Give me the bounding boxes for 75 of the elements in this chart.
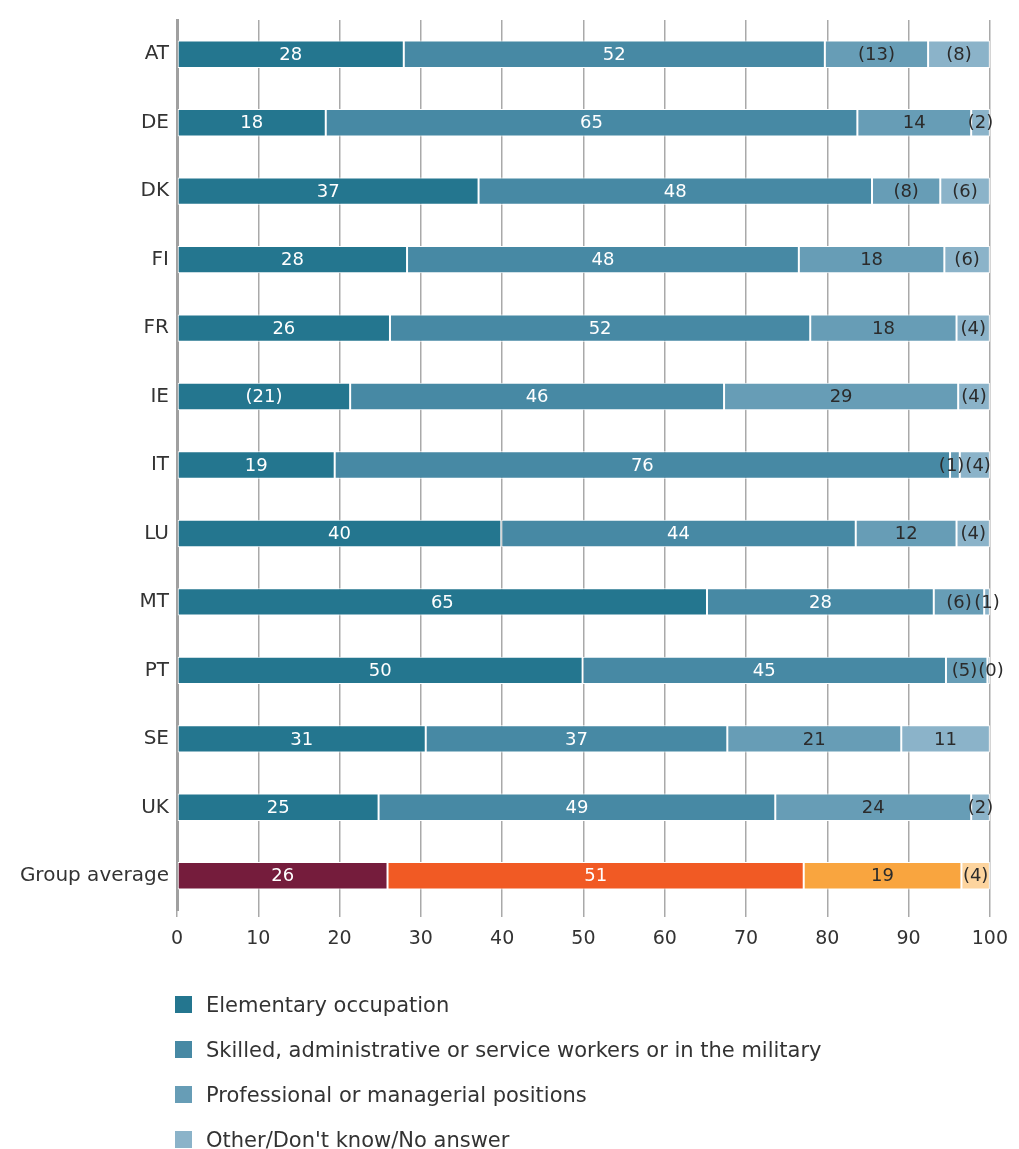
data-label: 45 xyxy=(752,659,776,681)
data-label: 18 xyxy=(860,248,884,270)
data-label: (13) xyxy=(858,42,895,64)
data-label: 19 xyxy=(244,453,268,475)
y-tick-label: DE xyxy=(140,108,169,133)
data-label: (21) xyxy=(245,385,283,407)
data-label: 40 xyxy=(328,522,351,544)
y-tick-label: MT xyxy=(139,588,170,613)
data-label: 28 xyxy=(280,248,304,270)
x-tick-label: 70 xyxy=(733,926,759,949)
data-label: (4) xyxy=(960,522,986,544)
data-label: 11 xyxy=(934,727,958,749)
data-label: 25 xyxy=(266,795,290,817)
legend-label: Skilled, administrative or service workers or in the military xyxy=(206,1037,822,1062)
x-tick-label: 30 xyxy=(408,926,433,949)
data-label: 50 xyxy=(368,659,392,681)
y-tick-label: Group average xyxy=(19,861,169,886)
y-tick-label: UK xyxy=(141,793,170,818)
y-tick-label: FI xyxy=(151,245,169,270)
data-label: 46 xyxy=(525,385,549,407)
y-tick-label: IT xyxy=(150,451,170,476)
data-label: 52 xyxy=(588,316,612,338)
data-label: (4) xyxy=(961,385,987,407)
x-tick-label: 90 xyxy=(896,926,921,949)
data-label: 65 xyxy=(580,111,604,133)
x-tick-label: 40 xyxy=(490,926,515,949)
data-label: 37 xyxy=(565,727,588,749)
data-label: (8) xyxy=(893,179,919,201)
data-label: 51 xyxy=(584,864,608,886)
x-tick-label: 60 xyxy=(652,926,677,949)
data-label: (4) xyxy=(962,864,989,886)
x-tick-label: 0 xyxy=(170,926,184,949)
data-label: 28 xyxy=(808,590,832,612)
y-tick-label: AT xyxy=(144,40,170,65)
x-tick-label: 50 xyxy=(571,926,596,949)
data-label: (6) xyxy=(946,590,972,612)
data-label: 12 xyxy=(894,522,918,544)
data-label: 65 xyxy=(430,590,454,612)
data-label: (1) xyxy=(974,590,1000,612)
data-label: 14 xyxy=(902,111,926,133)
data-label: 19 xyxy=(871,864,895,886)
data-label: (5) xyxy=(951,659,978,681)
y-tick-label: DK xyxy=(140,177,170,202)
legend-label: Professional or managerial positions xyxy=(206,1082,587,1107)
y-tick-label: IE xyxy=(150,382,169,407)
data-label: 31 xyxy=(290,727,314,749)
x-tick-label: 80 xyxy=(815,926,840,949)
y-tick-label: LU xyxy=(144,519,169,544)
data-label: 29 xyxy=(829,385,853,407)
y-tick-label: PT xyxy=(144,656,170,681)
data-label: 18 xyxy=(240,111,264,133)
data-label: 37 xyxy=(316,179,340,201)
data-label: 21 xyxy=(802,727,826,749)
data-label: 49 xyxy=(565,795,589,817)
data-label: (6) xyxy=(952,179,978,201)
data-label: 24 xyxy=(861,795,885,817)
data-label: 28 xyxy=(279,42,303,64)
data-label: 52 xyxy=(602,42,626,64)
data-label: 18 xyxy=(871,316,895,338)
data-label: 44 xyxy=(667,522,690,544)
data-label: (8) xyxy=(946,42,972,64)
legend-label: Other/Don't know/No answer xyxy=(206,1127,510,1149)
y-tick-label: SE xyxy=(143,725,169,750)
x-tick-label: 20 xyxy=(327,926,352,949)
data-label: 48 xyxy=(591,248,615,270)
data-label: (4) xyxy=(960,316,986,338)
data-label: 76 xyxy=(630,453,654,475)
data-label: (6) xyxy=(954,248,980,270)
y-tick-label: FR xyxy=(143,314,170,339)
data-label: 26 xyxy=(271,864,295,886)
data-label: 48 xyxy=(663,179,687,201)
data-label: 26 xyxy=(272,316,296,338)
legend-label: Elementary occupation xyxy=(206,992,450,1017)
x-tick-label: 100 xyxy=(971,926,1008,949)
x-tick-label: 10 xyxy=(246,926,271,949)
